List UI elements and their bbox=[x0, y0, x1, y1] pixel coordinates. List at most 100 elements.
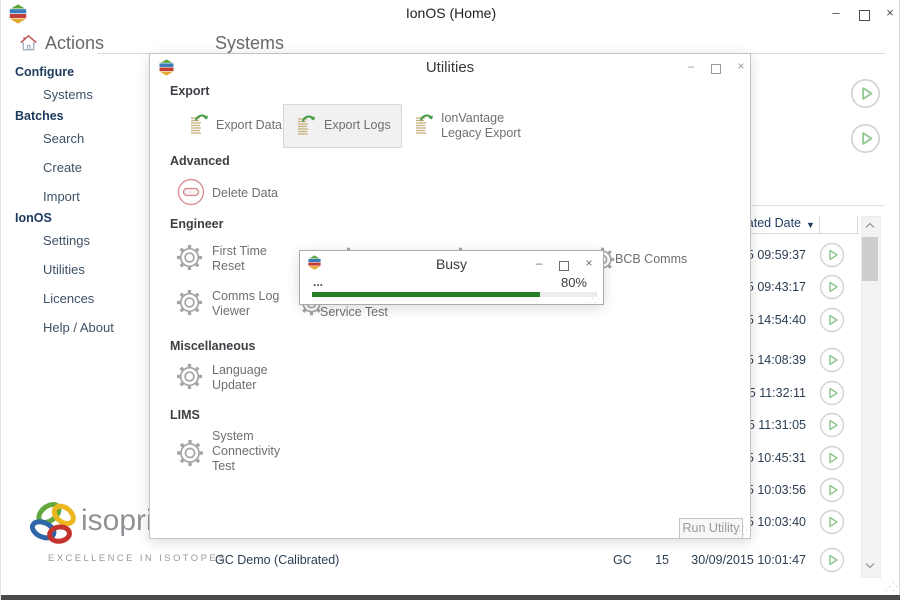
utility-service-test[interactable]: Service Test bbox=[320, 305, 388, 319]
table-row[interactable]: 15 09:59:37 bbox=[1, 239, 885, 271]
busy-dialog-title: Busy bbox=[435, 256, 468, 272]
export-data-icon bbox=[187, 111, 213, 142]
nav-section-configure: Configure bbox=[15, 65, 75, 79]
window-border bbox=[1, 595, 900, 600]
delete-data-icon bbox=[176, 177, 206, 212]
utility-export-data[interactable]: Export Data bbox=[216, 118, 283, 132]
utility-delete-data[interactable]: Delete Data bbox=[212, 186, 279, 200]
brand-tagline: EXCELLENCE IN ISOTOPES bbox=[48, 553, 227, 564]
export-logs-icon bbox=[294, 112, 320, 143]
row-date: 15 10:03:40 bbox=[739, 515, 806, 529]
row-date: 15 09:59:37 bbox=[739, 248, 806, 262]
maximize-button[interactable] bbox=[706, 61, 726, 79]
ionvantage-export-icon bbox=[412, 111, 438, 142]
table-row[interactable]: 15 10:03:56 bbox=[1, 474, 885, 506]
nav-item-utilities[interactable]: Utilities bbox=[43, 262, 85, 277]
table-row[interactable]: 15 10:03:40 bbox=[1, 506, 885, 538]
minimize-button[interactable]: – bbox=[535, 256, 543, 270]
maximize-button[interactable] bbox=[853, 8, 875, 26]
scrollbar-thumb[interactable] bbox=[862, 237, 878, 281]
ionvantage-label-line1: IonVantage bbox=[441, 111, 505, 125]
system-connectivity-line1: System bbox=[212, 429, 254, 443]
window-resize-grip[interactable]: . . .. . . bbox=[885, 575, 900, 593]
first-time-reset-line2: Reset bbox=[212, 259, 245, 273]
column-separator bbox=[819, 216, 820, 233]
table-row[interactable]: 15 09:43:17 bbox=[1, 271, 885, 303]
sort-desc-icon[interactable]: ▼ bbox=[806, 220, 815, 230]
utilities-dialog: Utilities – × Export Export Data Export … bbox=[149, 53, 753, 539]
utility-ionvantage-legacy-export[interactable]: IonVantage Legacy Export bbox=[441, 111, 521, 141]
nav-item-search[interactable]: Search bbox=[43, 131, 85, 146]
table-scrollbar[interactable] bbox=[861, 216, 881, 578]
row-type: GC bbox=[613, 553, 632, 567]
system-connectivity-line3: Test bbox=[212, 459, 235, 473]
row-date: 15 11:32:11 bbox=[741, 386, 806, 400]
close-button[interactable]: × bbox=[886, 5, 894, 20]
row-date: 15 11:31:05 bbox=[740, 418, 806, 432]
row-date: 15 10:03:56 bbox=[739, 483, 806, 497]
table-row[interactable]: 15 10:45:31 bbox=[1, 442, 885, 474]
language-updater-line1: Language bbox=[212, 363, 268, 377]
nav-section-batches: Batches bbox=[15, 109, 64, 123]
close-button[interactable]: × bbox=[737, 59, 745, 73]
utility-language-updater[interactable]: Language Updater bbox=[212, 363, 268, 393]
row-date: 30/09/2015 10:01:47 bbox=[691, 553, 806, 567]
row-play-button[interactable] bbox=[819, 547, 845, 585]
utility-bcb-comms[interactable]: BCB Comms bbox=[615, 252, 688, 266]
row-date: 15 14:54:40 bbox=[739, 313, 806, 327]
utility-comms-log-viewer[interactable]: Comms Log Viewer bbox=[212, 289, 279, 319]
home-icon bbox=[17, 32, 40, 60]
ionvantage-label-line2: Legacy Export bbox=[441, 126, 521, 140]
row-play-button[interactable] bbox=[819, 307, 845, 345]
actions-heading: Actions bbox=[45, 33, 105, 53]
nav-item-import[interactable]: Import bbox=[43, 189, 80, 204]
row-date: 15 14:08:39 bbox=[739, 353, 806, 367]
busy-dialog: Busy – × ... 80% . . .. . . bbox=[299, 250, 604, 305]
busy-progress-label: 80% bbox=[560, 275, 587, 290]
language-updater-gear-icon bbox=[173, 360, 206, 398]
first-time-reset-line1: First Time bbox=[212, 244, 267, 258]
export-logs-label: Export Logs bbox=[324, 118, 391, 132]
section-advanced: Advanced bbox=[170, 154, 230, 168]
utility-first-time-reset[interactable]: First Time Reset bbox=[212, 244, 267, 274]
busy-progress-fill bbox=[312, 292, 540, 297]
utility-export-logs[interactable]: Export Logs bbox=[283, 104, 402, 148]
nav-item-help-about[interactable]: Help / About bbox=[43, 320, 114, 335]
maximize-icon bbox=[559, 261, 569, 271]
dialog-resize-grip[interactable]: . . .. . . bbox=[735, 519, 753, 537]
run-utility-button[interactable]: Run Utility bbox=[679, 518, 743, 539]
section-engineer: Engineer bbox=[170, 217, 224, 231]
system-run-button[interactable] bbox=[850, 123, 881, 159]
maximize-button[interactable] bbox=[554, 258, 574, 276]
table-row[interactable]: GC Demo (Calibrated) GC 15 30/09/2015 10… bbox=[1, 544, 885, 576]
scroll-up-icon[interactable] bbox=[861, 218, 879, 234]
table-row[interactable]: 15 11:32:11 bbox=[1, 377, 885, 409]
close-button[interactable]: × bbox=[585, 256, 593, 270]
dialog-resize-grip[interactable]: . . .. . . bbox=[588, 288, 605, 305]
system-connectivity-gear-icon bbox=[173, 436, 207, 475]
nav-section-ionos: IonOS bbox=[15, 211, 52, 225]
nav-item-settings[interactable]: Settings bbox=[43, 233, 90, 248]
system-run-button[interactable] bbox=[850, 78, 881, 114]
row-play-button[interactable] bbox=[819, 509, 845, 547]
comms-log-viewer-line2: Viewer bbox=[212, 304, 250, 318]
section-miscellaneous: Miscellaneous bbox=[170, 339, 256, 353]
maximize-icon bbox=[858, 10, 870, 21]
minimize-button[interactable]: – bbox=[687, 59, 695, 73]
nav-item-systems[interactable]: Systems bbox=[43, 87, 93, 102]
window-title: IonOS (Home) bbox=[405, 5, 497, 21]
utility-system-connectivity-test[interactable]: System Connectivity Test bbox=[212, 429, 280, 474]
table-row[interactable]: 15 14:54:40 bbox=[1, 304, 885, 336]
column-separator bbox=[857, 216, 858, 233]
scroll-down-icon[interactable] bbox=[861, 558, 879, 574]
row-name: GC Demo (Calibrated) bbox=[215, 553, 340, 567]
minimize-button[interactable]: – bbox=[832, 5, 840, 20]
row-date: 15 10:45:31 bbox=[739, 451, 806, 465]
table-row[interactable]: 15 11:31:05 bbox=[1, 409, 885, 441]
busy-status-dots: ... bbox=[313, 275, 324, 289]
table-row[interactable]: 15 14:08:39 bbox=[1, 344, 885, 376]
nav-item-create[interactable]: Create bbox=[43, 160, 83, 175]
section-export: Export bbox=[170, 84, 210, 98]
nav-item-licences[interactable]: Licences bbox=[43, 291, 95, 306]
